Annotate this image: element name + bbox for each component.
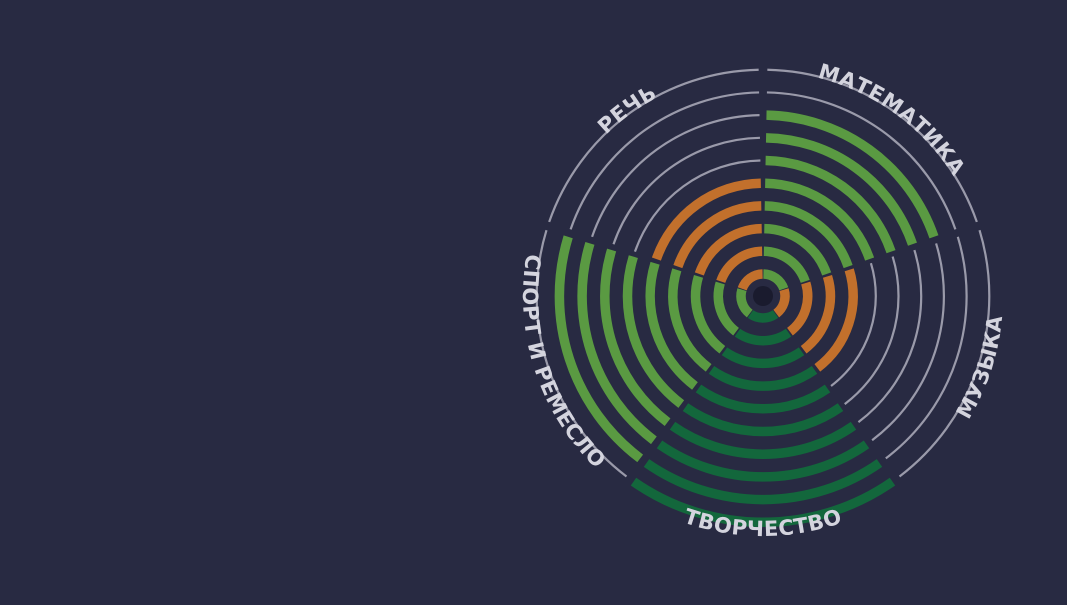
filled-ring-bar xyxy=(763,246,810,284)
filled-ring-bar xyxy=(673,201,762,269)
filled-ring-bar xyxy=(630,477,896,528)
empty-ring-line xyxy=(898,229,991,478)
filled-ring-bar xyxy=(690,275,726,354)
empty-ring-line xyxy=(830,262,877,387)
filled-ring-bar xyxy=(765,178,875,261)
empty-ring-line xyxy=(535,229,628,478)
sector-3 xyxy=(630,309,896,528)
empty-ring-line xyxy=(633,159,761,253)
empty-ring-line xyxy=(767,68,978,223)
filled-ring-bar xyxy=(708,365,818,391)
sector-4 xyxy=(535,229,753,478)
filled-ring-bar xyxy=(656,440,870,482)
filled-ring-bar xyxy=(600,248,671,426)
filled-ring-bar xyxy=(764,223,832,276)
sector-2 xyxy=(773,229,991,478)
filled-ring-bar xyxy=(669,421,857,459)
filled-ring-bar xyxy=(668,268,712,372)
filled-ring-bar xyxy=(765,133,917,246)
empty-ring-line xyxy=(569,91,760,230)
category-label: РЕЧЬ xyxy=(593,80,661,138)
filled-ring-bar xyxy=(645,261,698,390)
filled-ring-bar xyxy=(694,223,762,276)
sector-1 xyxy=(762,68,978,291)
empty-ring-line xyxy=(857,249,923,424)
filled-ring-bar xyxy=(643,459,883,505)
filled-ring-bar xyxy=(773,288,790,318)
filled-ring-bar xyxy=(814,268,858,372)
filled-ring-bar xyxy=(766,110,939,239)
filled-ring-bar xyxy=(764,201,853,269)
filled-ring-bar xyxy=(737,269,764,291)
filled-ring-bar xyxy=(765,155,896,254)
empty-ring-line xyxy=(766,91,957,230)
filled-ring-bar xyxy=(786,281,813,336)
filled-ring-bar xyxy=(736,288,753,318)
filled-ring-bar xyxy=(695,384,831,414)
filled-ring-bar xyxy=(734,328,792,346)
filled-ring-bar xyxy=(716,246,763,284)
chart-marks xyxy=(535,68,991,528)
filled-ring-bar xyxy=(651,178,761,261)
empty-ring-line xyxy=(612,136,760,245)
filled-ring-bar xyxy=(713,281,740,336)
filled-ring-bar xyxy=(554,235,644,463)
filled-ring-bar xyxy=(800,275,836,354)
filled-ring-bar xyxy=(577,242,657,445)
empty-ring-line xyxy=(871,243,945,442)
filled-ring-bar xyxy=(721,347,805,369)
filled-ring-bar xyxy=(762,269,789,291)
empty-ring-line xyxy=(548,68,759,223)
category-label: МУЗЫКА xyxy=(952,314,1007,423)
sector-5 xyxy=(548,68,764,291)
category-label: ТВОРЧЕСТВО xyxy=(681,504,845,541)
empty-ring-line xyxy=(844,256,900,405)
filled-ring-bar xyxy=(682,403,844,437)
filled-ring-bar xyxy=(622,255,685,408)
empty-ring-line xyxy=(591,114,760,238)
filled-ring-bar xyxy=(747,309,779,323)
center-dot xyxy=(753,286,773,306)
empty-ring-line xyxy=(885,236,968,460)
